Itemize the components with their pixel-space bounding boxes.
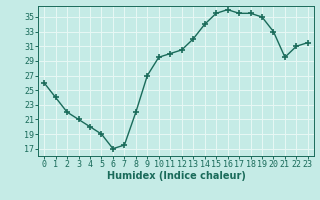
- X-axis label: Humidex (Indice chaleur): Humidex (Indice chaleur): [107, 171, 245, 181]
